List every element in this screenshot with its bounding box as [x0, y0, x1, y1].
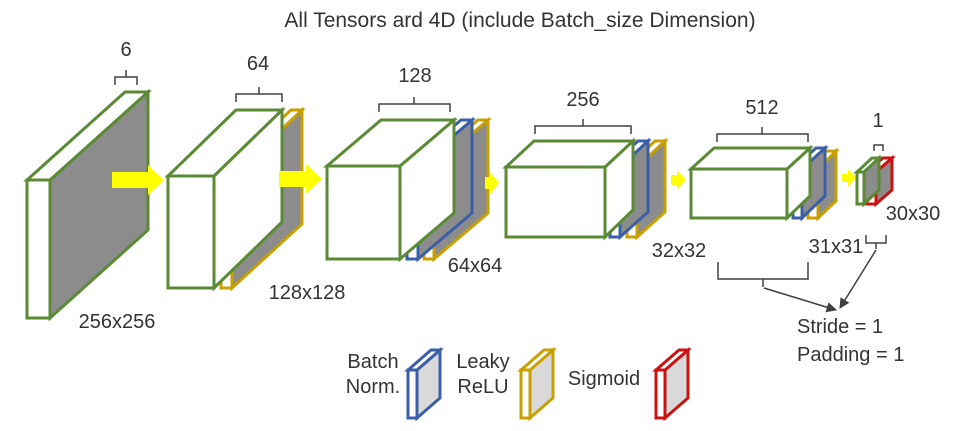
depth-bracket-6 [114, 70, 138, 85]
depth-label-512: 512 [745, 97, 778, 119]
flow-arrow-3 [485, 172, 499, 194]
legend-leaky-relu-label-line1: Leaky [456, 351, 509, 373]
depth-bracket-1 [873, 144, 884, 151]
size-label-31x31: 31x31 [809, 236, 864, 258]
block-512-front [689, 167, 789, 220]
legend-batch-norm-label-line2: Norm. [346, 376, 400, 398]
block-output [853, 154, 896, 208]
depth-label-64: 64 [247, 53, 269, 75]
diagram-title: All Tensors ard 4D (include Batch_size D… [284, 9, 755, 32]
size-label-256x256: 256x256 [79, 311, 156, 333]
block-128-front [325, 164, 402, 261]
legend-leaky-relu-label-line2: ReLU [457, 376, 508, 398]
padding-label: Padding = 1 [797, 344, 904, 366]
depth-bracket-256 [534, 119, 632, 134]
kernel-bracket-right [865, 235, 887, 249]
size-label-32x32: 32x32 [652, 240, 707, 262]
block-input-front [25, 178, 52, 320]
legend: Batch Norm. Leaky ReLU Sigmoid [346, 346, 693, 422]
block-output-front [855, 170, 866, 206]
kernel-bracket-left [717, 262, 809, 287]
legend-batch-norm-swatch [403, 346, 445, 422]
block-128 [322, 116, 493, 263]
legend-leaky-relu-swatch [516, 346, 558, 422]
depth-label-128: 128 [398, 65, 431, 87]
block-512-top [687, 146, 814, 171]
depth-label-256: 256 [566, 89, 599, 111]
legend-sigmoid-swatch [651, 346, 693, 422]
legend-sigmoid-label: Sigmoid [568, 368, 640, 390]
block-input [23, 88, 152, 322]
depth-bracket-512 [716, 127, 809, 142]
block-512 [687, 144, 840, 222]
legend-batch-norm-label-line1: Batch [347, 351, 398, 373]
size-label-64x64: 64x64 [448, 255, 503, 277]
size-label-128x128: 128x128 [269, 282, 346, 304]
size-label-30x30: 30x30 [886, 203, 941, 225]
flow-arrow-2 [279, 164, 322, 194]
depth-bracket-128 [378, 97, 451, 112]
flow-arrow-5 [842, 169, 856, 187]
flow-arrow-1 [112, 165, 164, 195]
pointer-arrow-right [839, 249, 877, 309]
stride-label: Stride = 1 [797, 316, 883, 338]
pointer-arrow-left [763, 287, 838, 313]
block-256-front [504, 165, 607, 239]
depth-label-6: 6 [120, 39, 131, 61]
flow-arrow-4 [671, 170, 686, 190]
block-64-front [166, 174, 216, 290]
depth-bracket-64 [235, 87, 283, 102]
block-256 [502, 137, 669, 241]
depth-label-1: 1 [872, 110, 883, 132]
block-64 [164, 106, 306, 292]
